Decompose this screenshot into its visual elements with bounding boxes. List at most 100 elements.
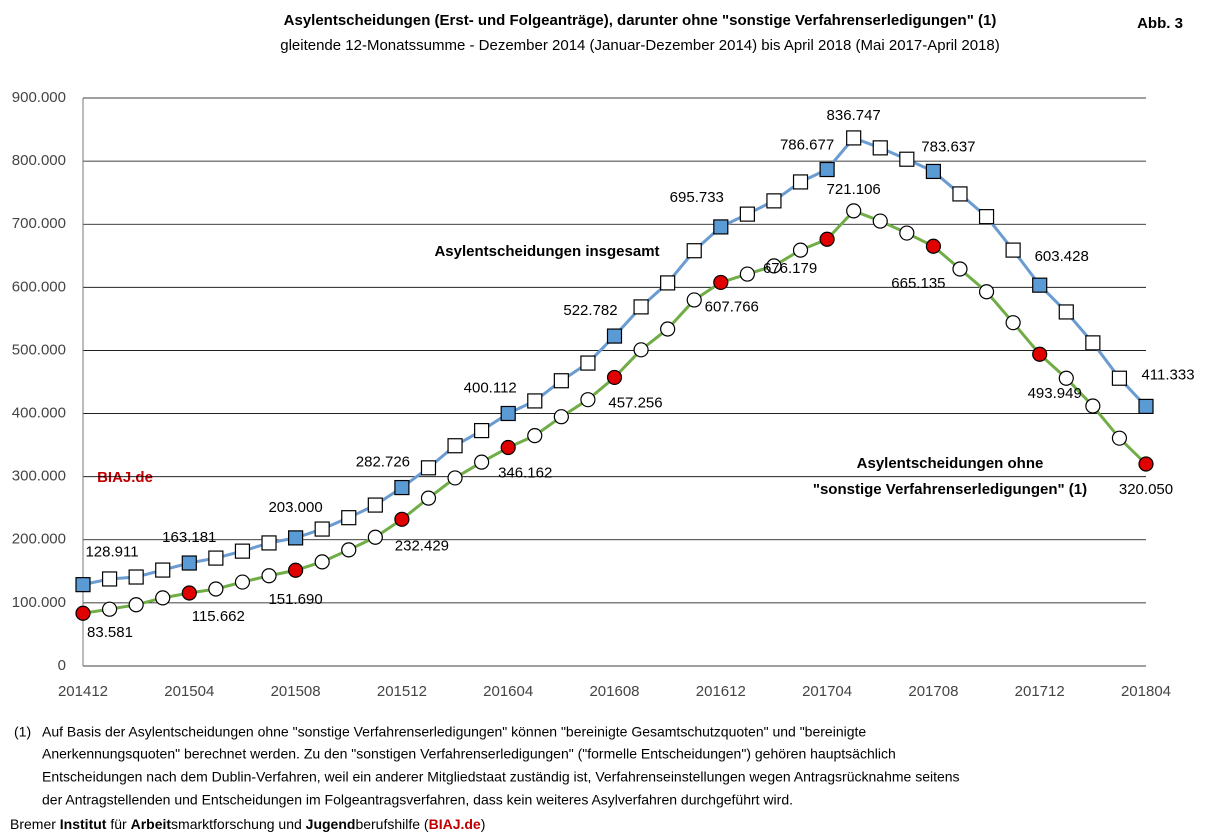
source-part: Arbeit (131, 816, 172, 832)
x-tick-label: 201512 (377, 683, 427, 700)
marker (128, 597, 144, 613)
x-tick-label: 201804 (1121, 683, 1171, 700)
series-line (82, 136, 1148, 587)
marker (899, 225, 915, 241)
marker (553, 409, 569, 425)
marker (288, 530, 304, 546)
marker (952, 186, 968, 202)
footnote-line: Auf Basis der Asylentscheidungen ohne "s… (42, 724, 866, 740)
footnote-line: der Antragstellenden und Entscheidungen … (42, 792, 793, 808)
marker (314, 554, 330, 570)
marker (925, 238, 942, 254)
marker (155, 590, 171, 606)
marker (1111, 370, 1128, 386)
source-part: smarktforschung und (171, 816, 306, 832)
marker (314, 521, 330, 537)
data-label: 151.690 (268, 591, 322, 608)
data-label: 282.726 (356, 454, 410, 471)
marker (978, 209, 995, 225)
marker (660, 321, 676, 337)
chart-title: Asylentscheidungen (Erst- und Folgeanträ… (284, 12, 997, 29)
data-label: 607.766 (705, 298, 759, 315)
marker (978, 284, 995, 300)
source-part: BIAJ.de (429, 816, 481, 832)
marker (1058, 370, 1074, 386)
data-label: 115.662 (192, 608, 245, 625)
marker (660, 275, 676, 291)
marker (474, 454, 490, 470)
marker (1005, 315, 1021, 331)
marker (633, 342, 649, 358)
data-label: 695.733 (670, 189, 724, 206)
marker (792, 242, 809, 258)
x-tick-label: 201708 (908, 683, 958, 700)
data-label: 320.050 (1119, 481, 1173, 498)
marker (367, 529, 383, 545)
marker (553, 373, 569, 389)
x-tick-label: 201604 (483, 683, 533, 700)
marker (686, 292, 702, 308)
y-tick-label: 800.000 (12, 152, 66, 169)
marker (527, 393, 543, 409)
marker (713, 219, 729, 235)
marker (819, 231, 835, 247)
y-tick-label: 500.000 (12, 341, 66, 358)
marker (580, 355, 596, 371)
marker (261, 535, 277, 551)
marker (500, 405, 516, 422)
x-tick-label: 201608 (589, 683, 639, 700)
marker (1085, 398, 1101, 414)
marker (792, 174, 809, 190)
data-label: 457.256 (608, 394, 662, 411)
figure-label: Abb. 3 (1137, 15, 1183, 32)
marker (739, 206, 755, 222)
data-label: 603.428 (1035, 248, 1089, 265)
series-label: Asylentscheidungen insgesamt (434, 243, 659, 260)
marker (952, 261, 968, 277)
data-label: 786.677 (780, 136, 834, 153)
marker (420, 460, 437, 476)
marker (474, 422, 490, 439)
marker (341, 510, 357, 526)
y-tick-label: 700.000 (12, 215, 66, 232)
marker (1138, 456, 1154, 472)
marker (1032, 277, 1048, 293)
marker (633, 299, 649, 315)
x-tick-label: 201712 (1015, 683, 1065, 700)
marker (686, 243, 702, 259)
marker (234, 543, 251, 559)
data-label: 400.112 (464, 379, 517, 396)
marker (420, 490, 437, 506)
x-tick-label: 201504 (164, 683, 214, 700)
y-tick-label: 300.000 (12, 468, 66, 485)
series-label: Asylentscheidungen ohne "sonstige Verfah… (812, 455, 1088, 498)
marker (208, 581, 224, 597)
data-label: 128.911 (85, 544, 138, 561)
source-part: für (106, 816, 130, 832)
marker (766, 193, 782, 209)
data-label: 83.581 (87, 624, 133, 641)
data-label: 721.106 (827, 181, 881, 198)
marker (394, 511, 410, 527)
marker (1111, 430, 1128, 446)
marker (128, 569, 144, 585)
marker (872, 140, 888, 156)
footnote-line: Anerkennungsquoten" berechnet werden. Zu… (42, 746, 896, 762)
marker (208, 550, 224, 566)
y-tick-label: 100.000 (12, 594, 66, 611)
data-label: 522.782 (563, 302, 617, 319)
marker (606, 328, 623, 344)
x-tick-label: 201412 (58, 683, 108, 700)
marker (580, 392, 596, 408)
y-tick-label: 200.000 (12, 531, 66, 548)
marker (75, 605, 91, 621)
data-label: 493.949 (1028, 385, 1082, 402)
x-tick-label: 201704 (802, 683, 852, 700)
marker (819, 161, 835, 178)
source-part: berufshilfe ( (355, 816, 428, 832)
y-tick-label: 900.000 (12, 89, 66, 106)
marker (925, 163, 942, 180)
marker (846, 203, 862, 219)
